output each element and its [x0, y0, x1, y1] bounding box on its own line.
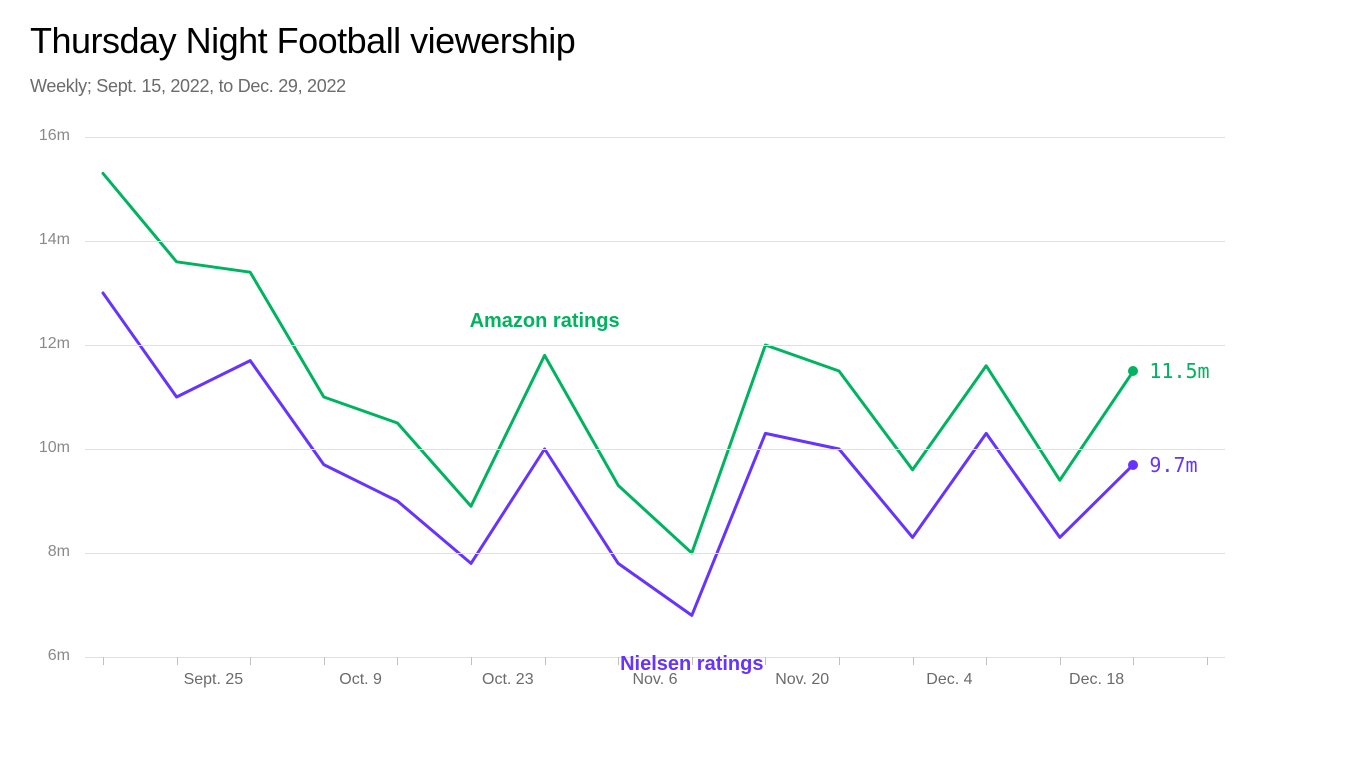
y-axis-label: 12m	[30, 335, 70, 353]
x-axis-label: Dec. 18	[1069, 671, 1124, 689]
x-tick	[545, 657, 546, 665]
x-tick	[250, 657, 251, 665]
series-end-label: 11.5m	[1149, 359, 1209, 383]
x-axis-label: Nov. 20	[775, 671, 829, 689]
x-tick	[913, 657, 914, 665]
chart-plot	[85, 137, 1225, 657]
x-tick	[765, 657, 766, 665]
x-axis-label: Dec. 4	[926, 671, 972, 689]
x-tick	[1207, 657, 1208, 665]
series-label: Amazon ratings	[470, 310, 620, 333]
x-axis-label: Oct. 23	[482, 671, 534, 689]
x-tick	[839, 657, 840, 665]
x-tick	[1133, 657, 1134, 665]
series-label: Nielsen ratings	[620, 653, 763, 676]
y-axis-label: 14m	[30, 231, 70, 249]
x-tick	[1060, 657, 1061, 665]
gridline	[85, 241, 1225, 242]
series-end-dot	[1128, 366, 1138, 376]
series-end-dot	[1128, 460, 1138, 470]
gridline	[85, 345, 1225, 346]
y-axis-label: 10m	[30, 439, 70, 457]
y-axis-label: 8m	[30, 543, 70, 561]
x-tick	[618, 657, 619, 665]
gridline	[85, 553, 1225, 554]
gridline	[85, 449, 1225, 450]
chart-area: 6m8m10m12m14m16mSept. 25Oct. 9Oct. 23Nov…	[30, 137, 1336, 717]
x-tick	[103, 657, 104, 665]
series-end-label: 9.7m	[1149, 453, 1197, 477]
series-line	[103, 173, 1133, 553]
x-axis-label: Oct. 9	[339, 671, 382, 689]
x-tick	[986, 657, 987, 665]
y-axis-label: 6m	[30, 647, 70, 665]
x-tick	[324, 657, 325, 665]
chart-subtitle: Weekly; Sept. 15, 2022, to Dec. 29, 2022	[30, 76, 1336, 97]
chart-title: Thursday Night Football viewership	[30, 20, 1336, 62]
series-line	[103, 293, 1133, 615]
x-tick	[471, 657, 472, 665]
x-tick	[397, 657, 398, 665]
x-tick	[177, 657, 178, 665]
gridline	[85, 137, 1225, 138]
x-axis-label: Sept. 25	[184, 671, 244, 689]
y-axis-label: 16m	[30, 127, 70, 145]
